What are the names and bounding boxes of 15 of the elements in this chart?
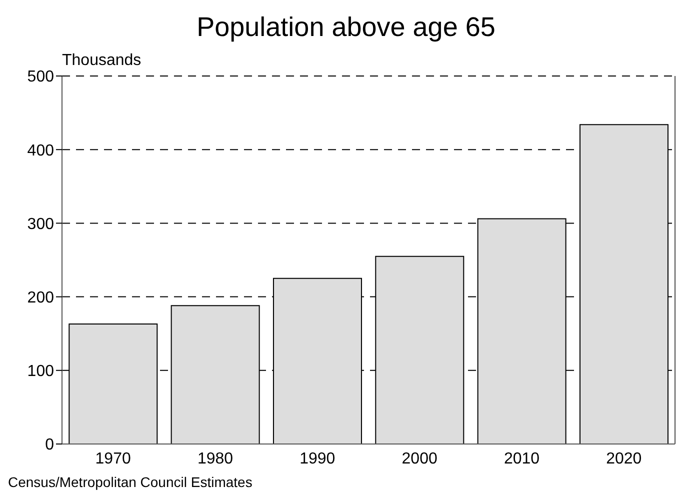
y-tick-label: 0: [45, 436, 54, 454]
y-tick-label: 300: [27, 216, 54, 233]
y-tick-label: 400: [27, 142, 54, 160]
x-tick-label: 1980: [197, 450, 234, 468]
y-axis-title: Thousands: [62, 52, 142, 70]
chart-title: Population above age 65: [196, 12, 496, 43]
y-tick-label: 100: [27, 363, 54, 380]
x-tick-label: 1990: [300, 450, 336, 468]
x-tick-label: 2010: [504, 450, 540, 468]
y-tick-label: 200: [27, 289, 54, 306]
text: Census/Metropolitan Council Estimates: [8, 474, 252, 490]
x-tick-label: 1970: [95, 450, 131, 468]
x-tick-label: 2000: [402, 450, 438, 468]
y-tick-label: 500: [27, 68, 54, 86]
x-tick-label: 2020: [606, 450, 642, 468]
